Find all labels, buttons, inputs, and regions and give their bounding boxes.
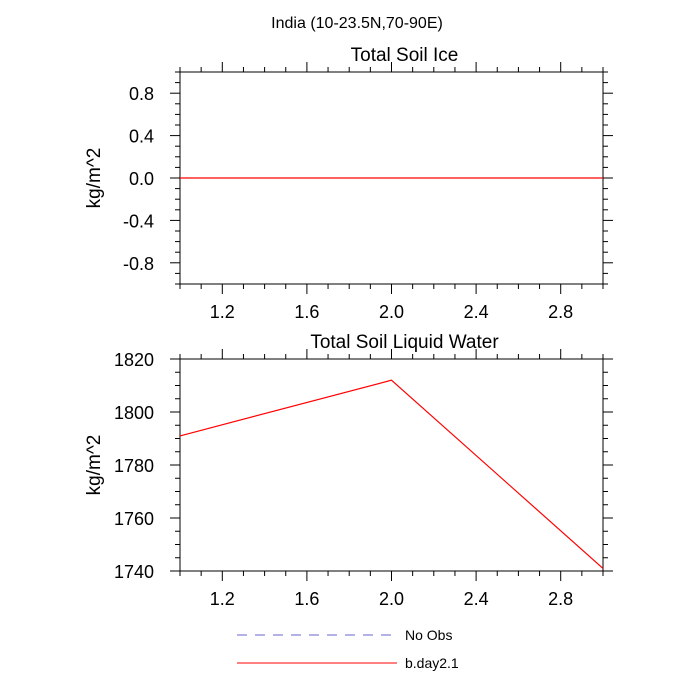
legend-item-1: No Obs xyxy=(237,627,452,643)
x-tick-label: 2.8 xyxy=(548,302,573,322)
x-ticks: 1.2 1.6 2.0 2.4 2.8 xyxy=(179,349,604,609)
y-tick-label: -0.4 xyxy=(123,211,154,231)
y-axis-label: kg/m^2 xyxy=(84,435,105,496)
x-tick-label: 2.0 xyxy=(379,589,404,609)
x-tick-label: 2.8 xyxy=(548,589,573,609)
series-line-b-day2-1 xyxy=(179,379,604,569)
y-tick-label: 1760 xyxy=(114,509,154,529)
legend: No Obs b.day2.1 xyxy=(237,627,459,671)
x-tick-label: 2.4 xyxy=(464,589,489,609)
chart-title: Total Soil Liquid Water xyxy=(310,332,499,353)
y-tick-label: 1800 xyxy=(114,403,154,423)
plot-frame xyxy=(179,358,604,572)
x-tick-label: 2.0 xyxy=(379,302,404,322)
y-tick-label: 1820 xyxy=(114,350,154,370)
chart-title: Total Soil Ice xyxy=(351,45,459,66)
legend-label: b.day2.1 xyxy=(405,655,459,671)
figure-title: India (10-23.5N,70-90E) xyxy=(271,15,443,32)
x-ticks: 1.2 1.6 2.0 2.4 2.8 xyxy=(179,62,604,322)
y-tick-label: -0.8 xyxy=(123,254,154,274)
x-tick-label: 1.6 xyxy=(294,589,319,609)
chart-panel-2: Total Soil Liquid Water kg/m^2 1.2 1.6 2.0 2.… xyxy=(84,332,613,609)
y-tick-label: 0.4 xyxy=(129,127,154,147)
y-tick-label: 1780 xyxy=(114,456,154,476)
y-tick-label: 1740 xyxy=(114,562,154,582)
x-tick-label: 1.2 xyxy=(210,302,235,322)
y-ticks: 0.8 0.4 0.0 -0.4 -0.8 xyxy=(123,71,613,285)
legend-label: No Obs xyxy=(405,627,452,643)
y-axis-label: kg/m^2 xyxy=(84,148,105,209)
x-tick-label: 2.4 xyxy=(464,302,489,322)
y-tick-label: 0.0 xyxy=(129,169,154,189)
y-ticks: 1820 1800 1780 1760 1740 xyxy=(114,350,613,582)
x-tick-label: 1.2 xyxy=(210,589,235,609)
y-tick-label: 0.8 xyxy=(129,84,154,104)
x-tick-label: 1.6 xyxy=(294,302,319,322)
legend-item-2: b.day2.1 xyxy=(237,655,459,671)
